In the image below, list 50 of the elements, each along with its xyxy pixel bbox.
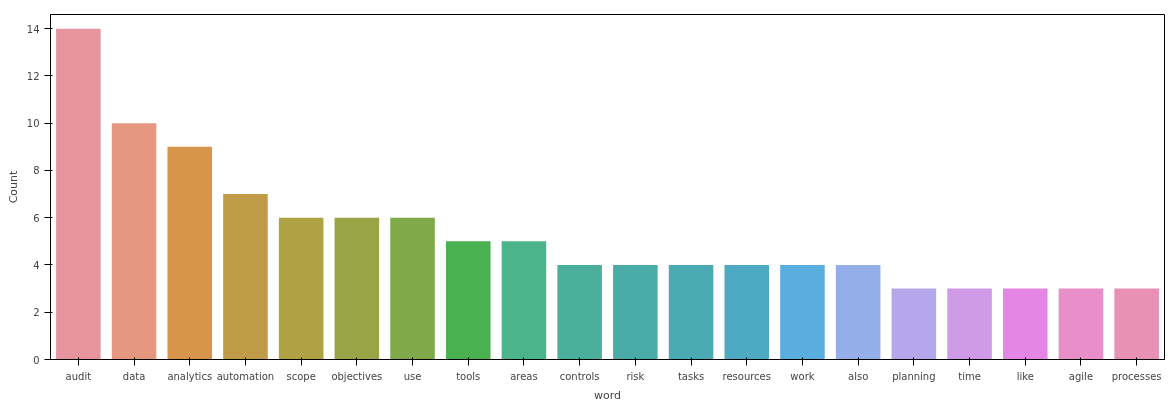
x-tick-label: objectives (331, 370, 383, 382)
x-tick-label: areas (510, 370, 538, 382)
x-tick-label: tools (456, 370, 481, 382)
y-tick-label: 14 (26, 23, 40, 35)
bar (835, 264, 881, 360)
bar (1058, 288, 1104, 360)
bar (724, 264, 770, 360)
bar (891, 288, 937, 360)
bar (1114, 288, 1159, 360)
y-tick-label: 0 (33, 354, 40, 366)
bar (334, 217, 380, 360)
bar (501, 241, 547, 360)
x-tick-label: risk (626, 370, 645, 382)
x-tick-label: like (1016, 370, 1034, 382)
x-tick-label: audit (65, 370, 92, 382)
x-tick-label: time (958, 370, 981, 382)
x-tick-label: resources (722, 370, 771, 382)
x-tick-label: use (403, 370, 422, 382)
x-tick-label: processes (1111, 370, 1162, 382)
y-axis-title: Count (6, 169, 20, 204)
y-tick-label: 10 (26, 118, 40, 130)
bar (613, 264, 658, 360)
x-tick-label: automation (216, 370, 275, 382)
y-tick-label: 4 (33, 259, 40, 271)
x-tick-label: work (790, 370, 815, 382)
x-tick-label: data (122, 370, 146, 382)
x-tick-label: planning (892, 370, 936, 382)
y-tick-label: 8 (33, 165, 40, 177)
bar (668, 264, 714, 360)
x-tick-label: analytics (167, 370, 213, 382)
x-tick-label: controls (559, 370, 600, 382)
x-tick-label: tasks (677, 370, 705, 382)
x-tick-label: agile (1068, 370, 1094, 382)
bar (947, 288, 992, 360)
bar (1002, 288, 1048, 360)
x-tick-label: scope (286, 370, 316, 382)
x-tick-label: also (848, 370, 869, 382)
bar (56, 28, 101, 360)
y-tick-label: 12 (26, 70, 40, 82)
y-tick-label: 6 (33, 212, 40, 224)
bar (780, 264, 825, 360)
bar (557, 264, 602, 360)
bar (111, 123, 157, 360)
bar (390, 217, 435, 360)
bar (445, 241, 491, 360)
x-axis-title: word (593, 388, 622, 402)
bar (167, 146, 213, 360)
y-tick-label: 2 (33, 307, 40, 319)
bar (278, 217, 324, 360)
bar (223, 194, 268, 360)
